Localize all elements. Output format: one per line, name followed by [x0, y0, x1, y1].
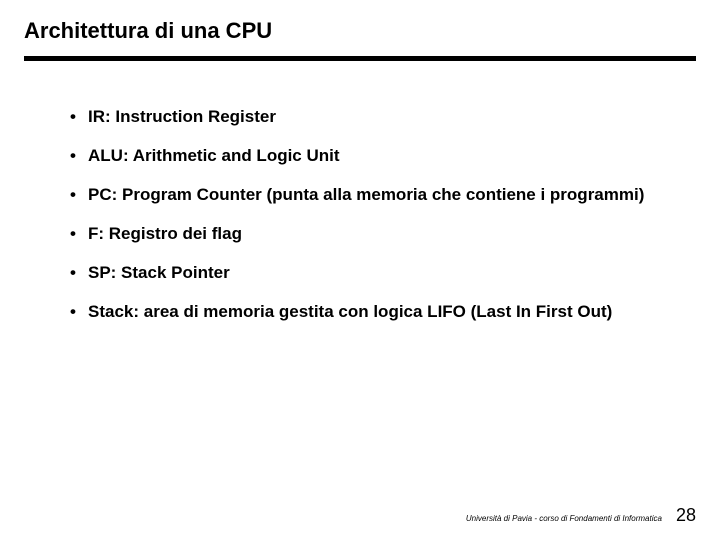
- list-item: F: Registro dei flag: [70, 214, 696, 253]
- list-item: SP: Stack Pointer: [70, 253, 696, 292]
- list-item: Stack: area di memoria gestita con logic…: [70, 292, 696, 331]
- bullet-list: IR: Instruction Register ALU: Arithmetic…: [24, 97, 696, 332]
- footer-note: Università di Pavia - corso di Fondament…: [466, 514, 662, 523]
- list-item: PC: Program Counter (punta alla memoria …: [70, 175, 696, 214]
- page-number: 28: [676, 505, 696, 526]
- list-item: IR: Instruction Register: [70, 97, 696, 136]
- list-item: ALU: Arithmetic and Logic Unit: [70, 136, 696, 175]
- slide: Architettura di una CPU IR: Instruction …: [0, 0, 720, 540]
- title-underline: [24, 56, 696, 61]
- footer: Università di Pavia - corso di Fondament…: [466, 505, 696, 526]
- slide-title: Architettura di una CPU: [24, 18, 696, 44]
